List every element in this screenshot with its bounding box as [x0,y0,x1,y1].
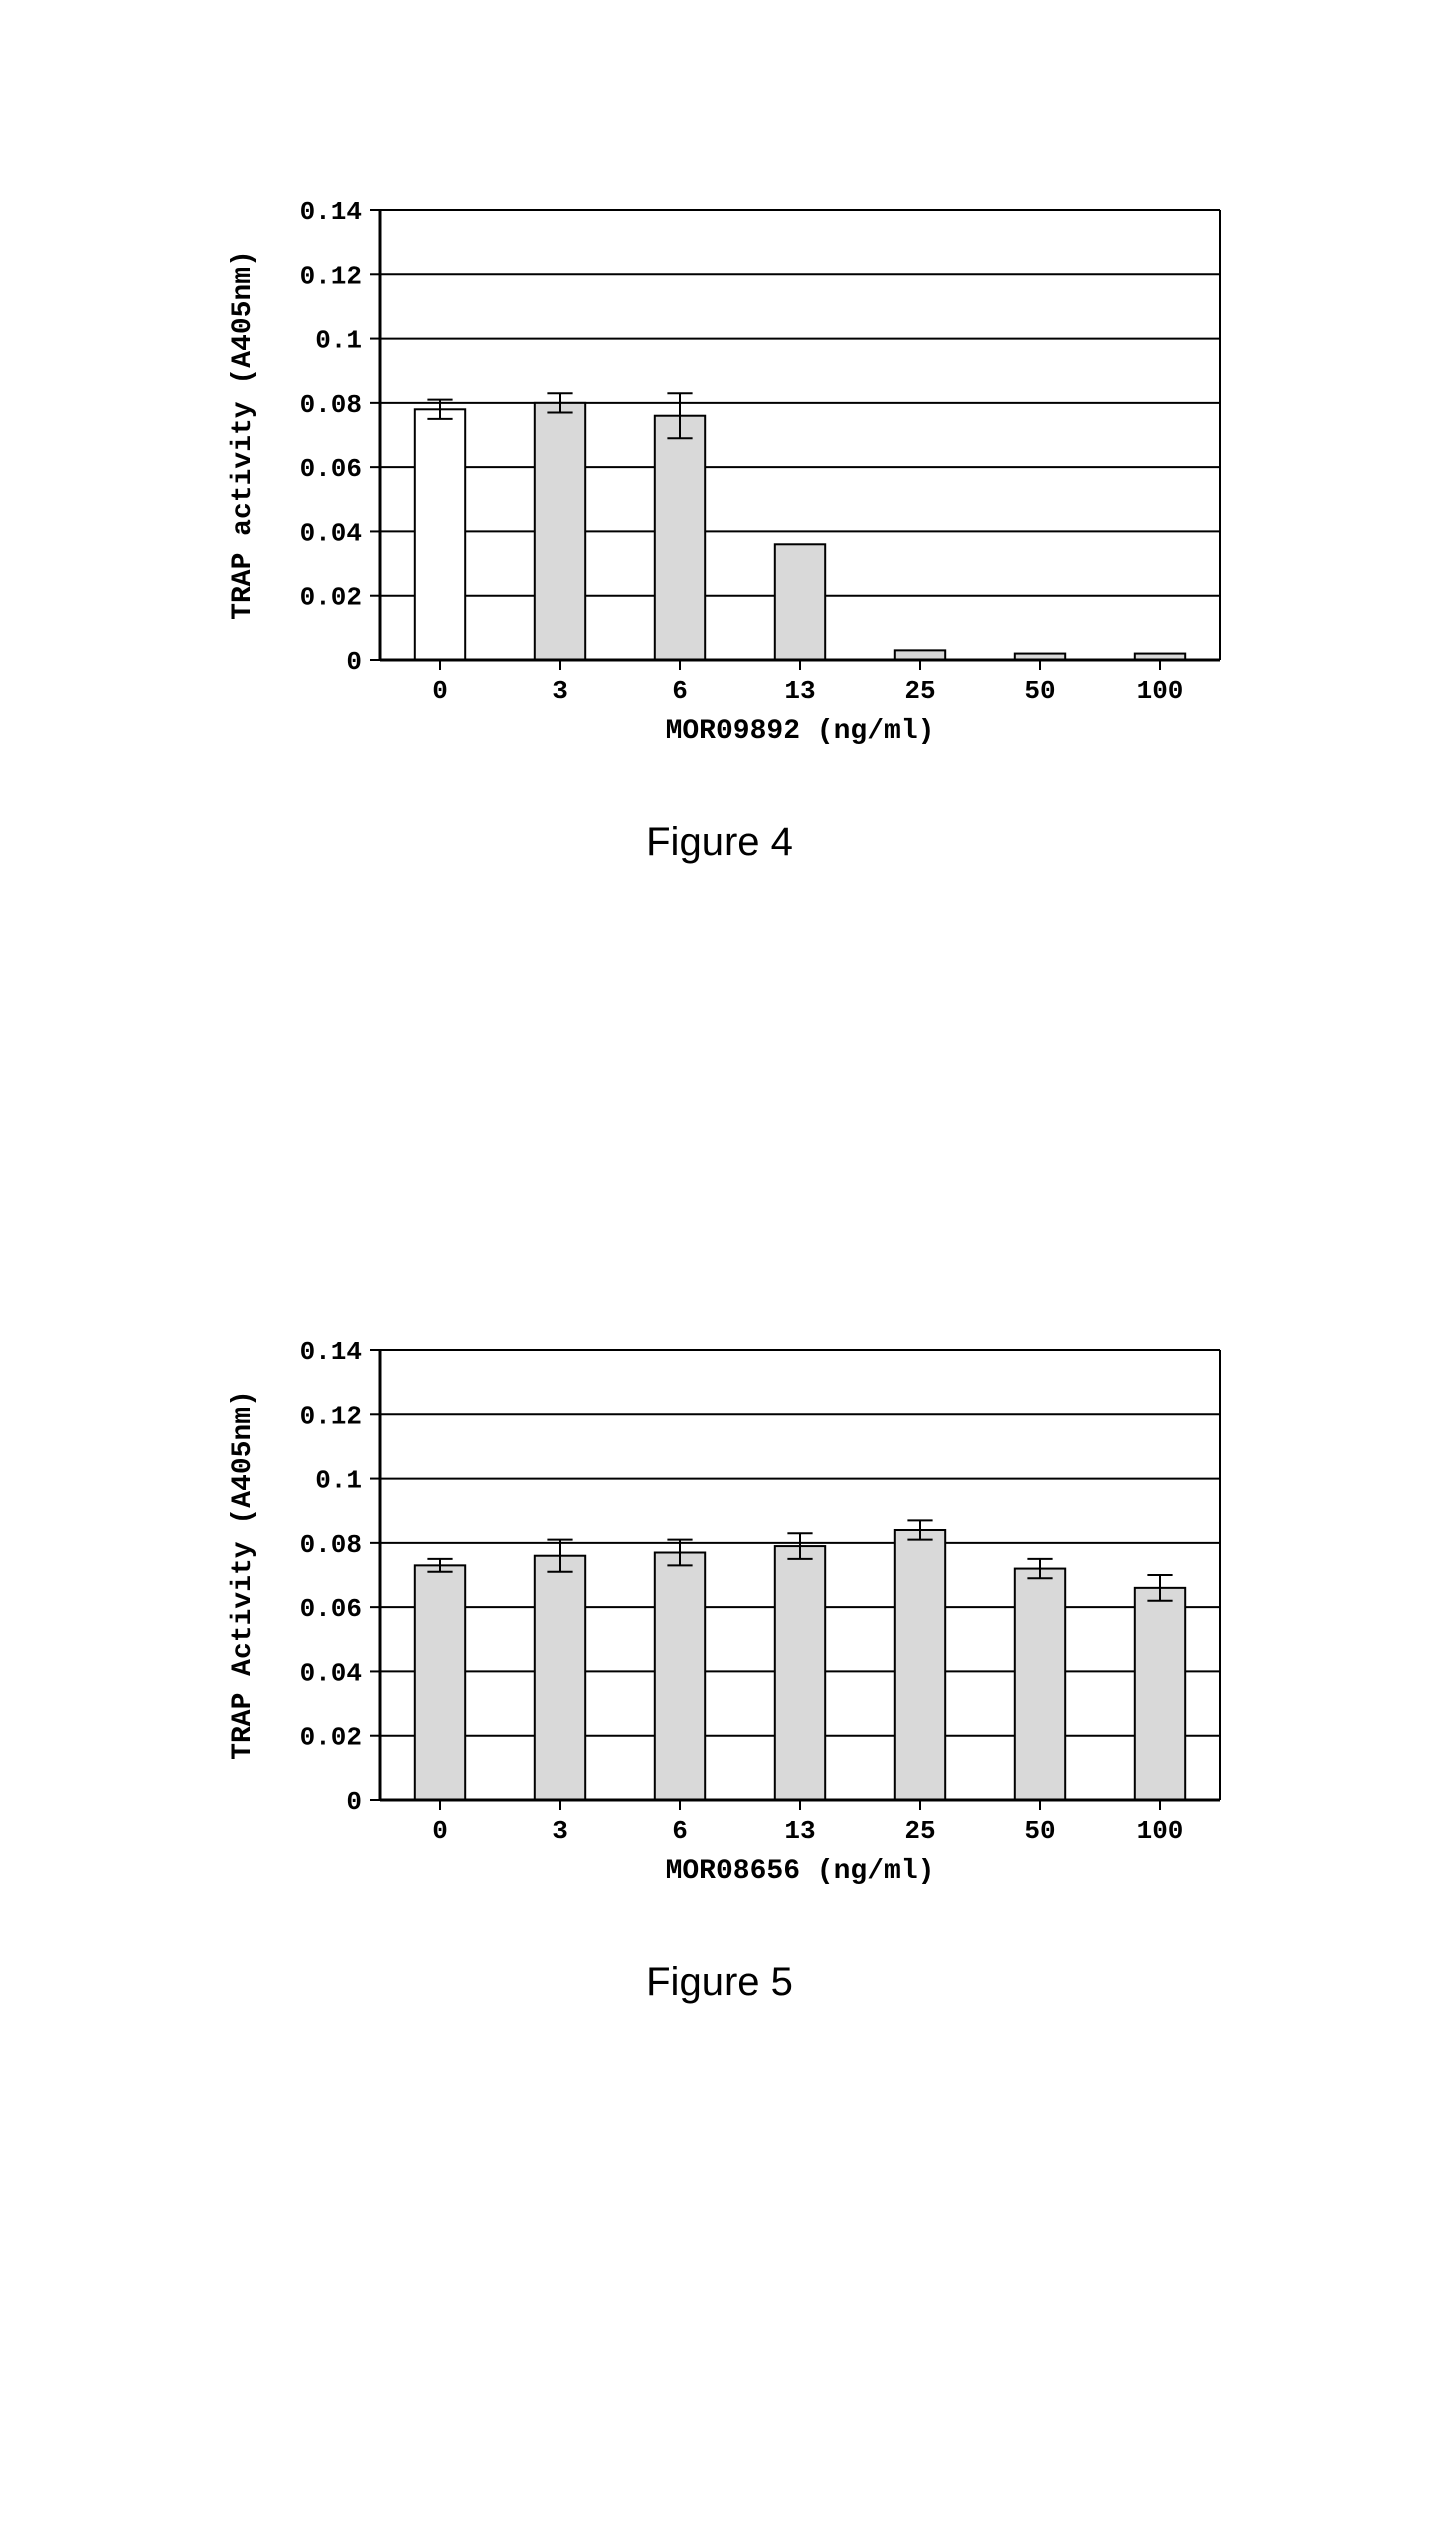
y-tick-label: 0.08 [299,1530,361,1560]
page: 0 0.02 0.04 0.06 0.08 0.1 0.12 0.14 0 3 6 13 25 50 100… [0,0,1439,2532]
y-tick-label: 0 [346,647,362,677]
figure-4-caption: Figure 4 [0,820,1439,865]
bar [534,1556,584,1800]
x-tick-label: 3 [552,676,568,706]
x-tick-label: 0 [432,676,448,706]
y-tick-label: 0.02 [299,583,361,613]
bar [774,1546,824,1800]
bar [654,1553,704,1801]
bar [774,544,824,660]
y-tick-label: 0.04 [299,1658,361,1688]
bar [654,416,704,660]
x-tick-label: 0 [432,1816,448,1846]
x-tick-label: 25 [904,1816,935,1846]
y-axis-label: TRAP Activity (A405nm) [228,1390,259,1760]
y-tick-label: 0.04 [299,518,361,548]
figure-5-block: 0 0.02 0.04 0.06 0.08 0.1 0.12 0.14 0 3 6 13 25 50 100… [0,1330,1439,2005]
y-tick-label: 0.08 [299,390,361,420]
x-tick-label: 100 [1136,676,1183,706]
figure-4-block: 0 0.02 0.04 0.06 0.08 0.1 0.12 0.14 0 3 6 13 25 50 100… [0,190,1439,865]
figure-5-chart: 0 0.02 0.04 0.06 0.08 0.1 0.12 0.14 0 3 6 13 25 50 100… [190,1330,1250,1890]
x-tick-label: 3 [552,1816,568,1846]
x-tick-label: 6 [672,676,688,706]
x-tick-label: 13 [784,676,815,706]
x-axis-label: MOR08656 (ng/ml) [665,1856,934,1887]
bar [894,1530,944,1800]
y-tick-label: 0.1 [315,326,362,356]
x-tick-label: 13 [784,1816,815,1846]
x-tick-label: 6 [672,1816,688,1846]
y-tick-label: 0.1 [315,1466,362,1496]
y-axis-label: TRAP activity (A405nm) [228,250,259,620]
x-tick-label: 25 [904,676,935,706]
y-tick-label: 0.06 [299,454,361,484]
bar [1014,1569,1064,1800]
figure-5-caption: Figure 5 [0,1960,1439,2005]
y-tick-label: 0.02 [299,1723,361,1753]
x-tick-label: 50 [1024,676,1055,706]
x-tick-label: 100 [1136,1816,1183,1846]
bar [534,403,584,660]
y-tick-label: 0.12 [299,1401,361,1431]
bar [414,1565,464,1800]
bar [1134,1588,1184,1800]
y-tick-label: 0.12 [299,261,361,291]
y-tick-label: 0.14 [299,1337,361,1367]
y-tick-label: 0.06 [299,1594,361,1624]
bar [414,409,464,660]
y-tick-label: 0 [346,1787,362,1817]
figure-4-chart: 0 0.02 0.04 0.06 0.08 0.1 0.12 0.14 0 3 6 13 25 50 100… [190,190,1250,750]
x-axis-label: MOR09892 (ng/ml) [665,716,934,747]
x-tick-label: 50 [1024,1816,1055,1846]
y-tick-label: 0.14 [299,197,361,227]
